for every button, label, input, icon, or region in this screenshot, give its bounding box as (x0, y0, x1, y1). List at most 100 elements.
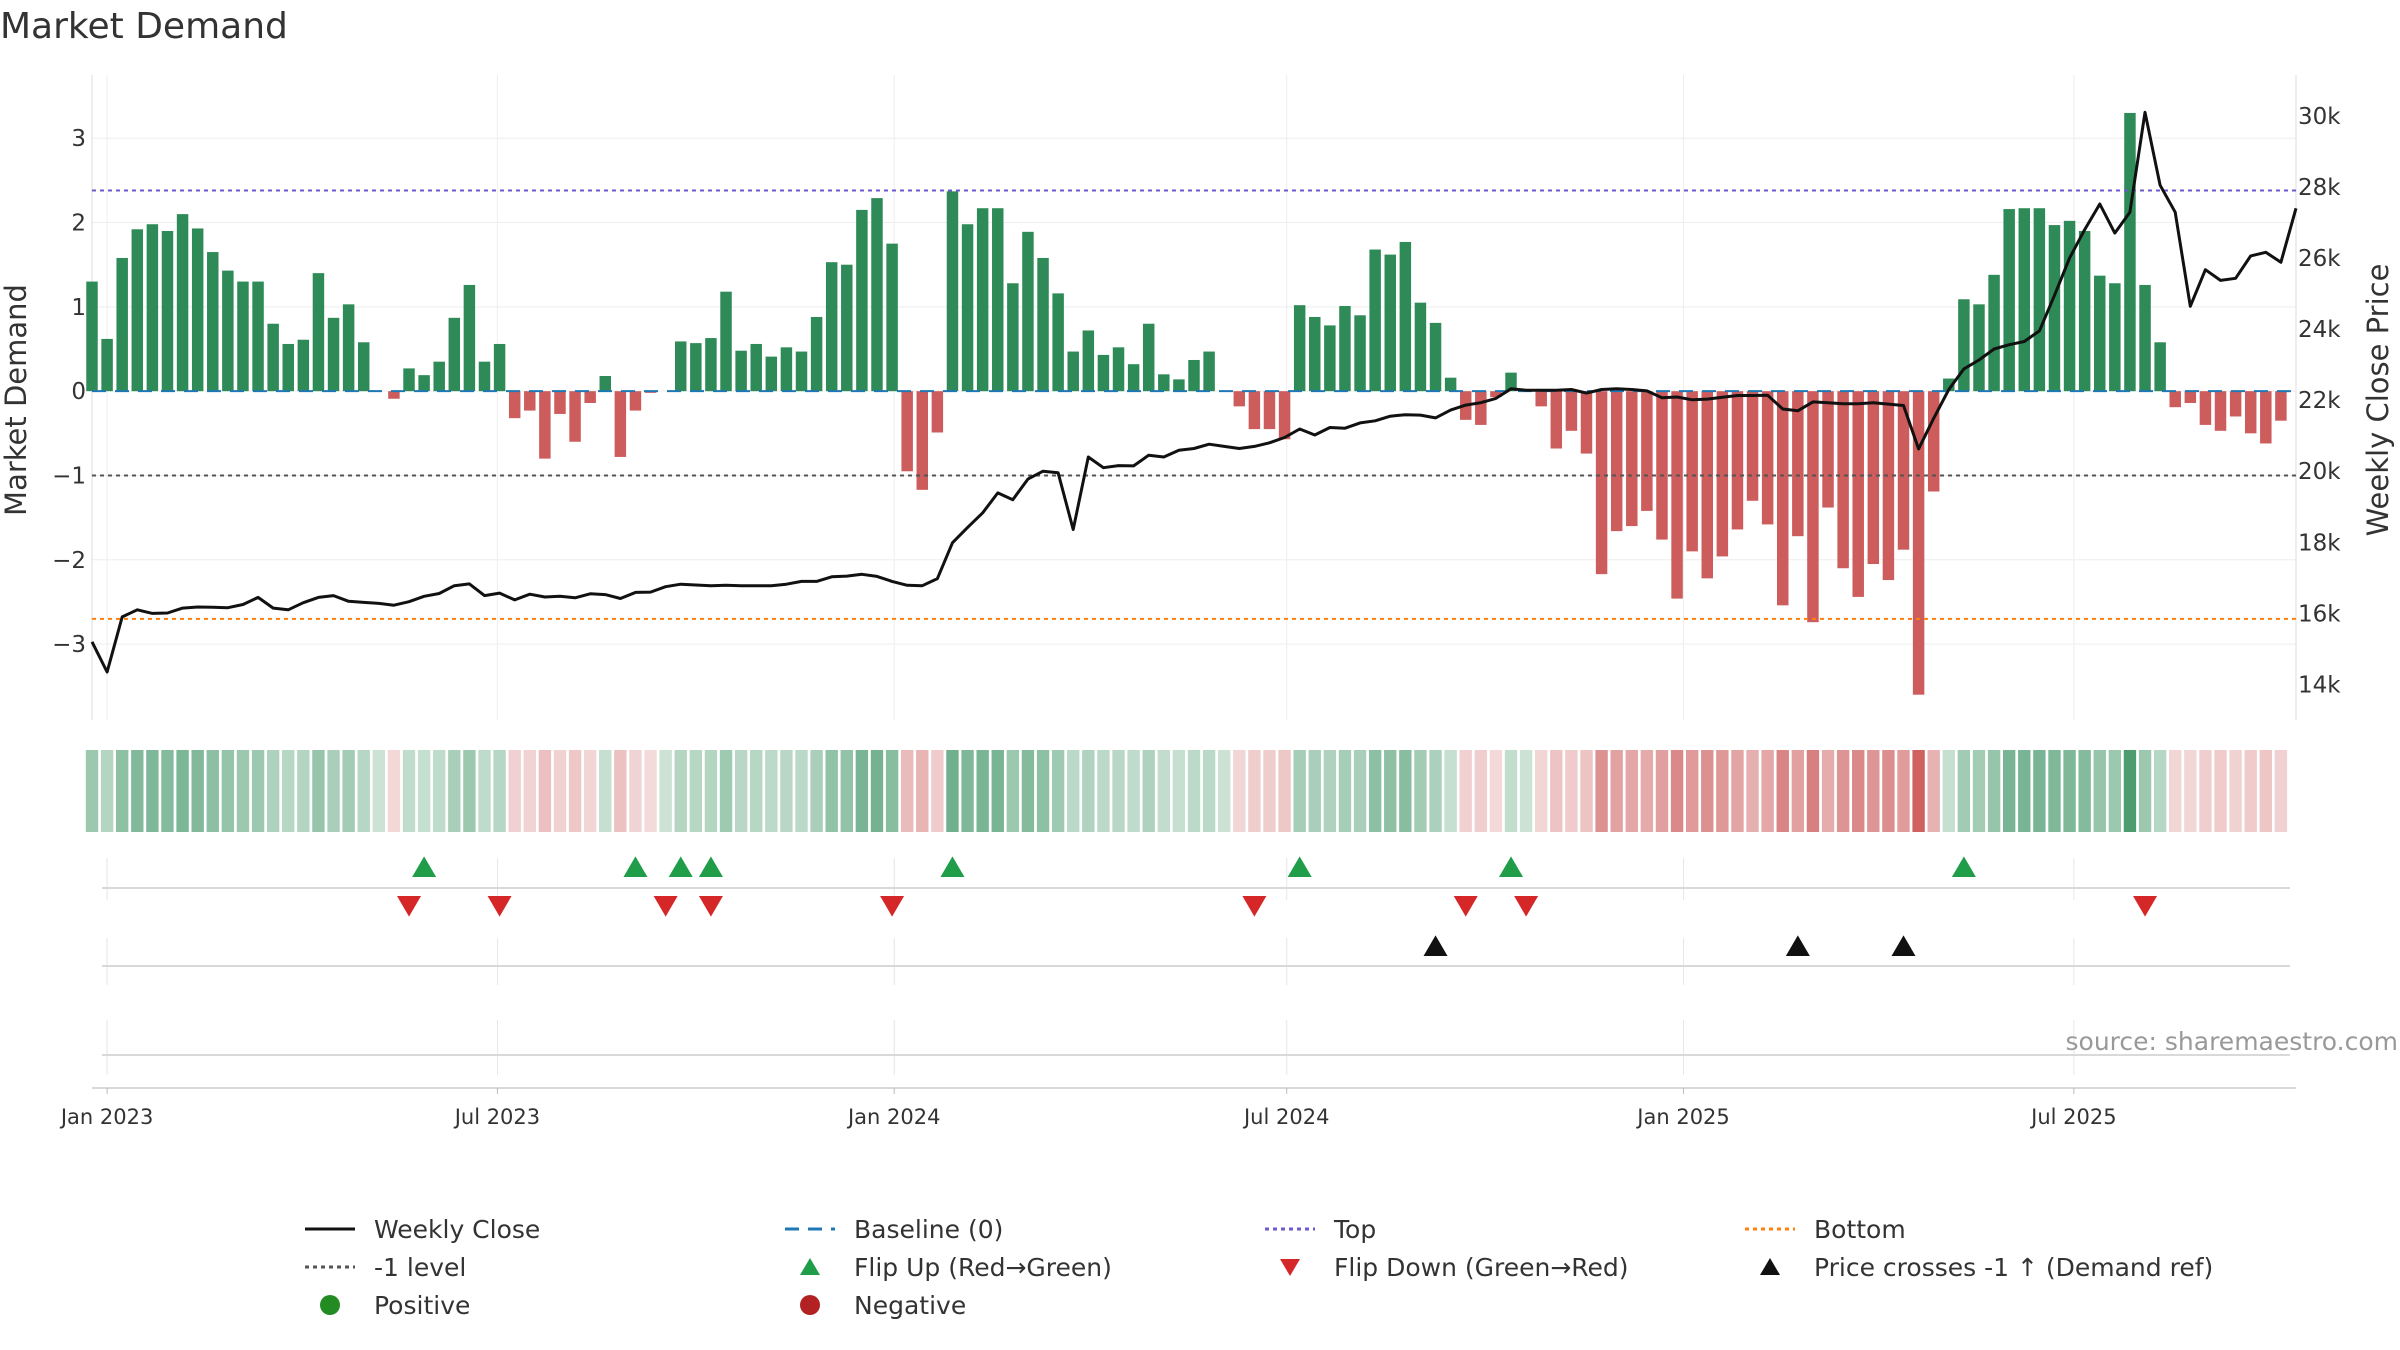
demand-bar-positive (720, 291, 732, 392)
heat-strip-cell (433, 750, 446, 832)
demand-bar-negative (1641, 391, 1653, 511)
heat-strip-cell (2033, 750, 2046, 832)
demand-bar-positive (1188, 359, 1200, 392)
demand-bar-positive (1082, 330, 1095, 392)
demand-bar-positive (448, 317, 461, 392)
demand-bar-positive (222, 270, 234, 392)
demand-bar-positive (493, 343, 506, 392)
legend-swatch-top (1265, 1227, 1315, 1231)
demand-bar-positive (297, 339, 310, 392)
demand-bar-negative (1761, 391, 1774, 525)
demand-bar-negative (916, 391, 929, 490)
heat-strip-cell (1248, 750, 1261, 832)
demand-bar-positive (780, 347, 793, 392)
heat-strip-cell (1504, 750, 1518, 832)
flip-down-marker (2133, 896, 2158, 917)
legend-label-bottom: Bottom (1814, 1214, 1906, 1244)
demand-bar-positive (1173, 379, 1185, 392)
legend-item-flip-up: Flip Up (Red→Green) (780, 1248, 1260, 1286)
demand-bar-positive (1203, 351, 1215, 392)
demand-bar-positive (599, 376, 611, 392)
demand-bar-positive (433, 361, 445, 392)
price-cross-marker (1423, 935, 1448, 956)
heat-strip-cell (946, 750, 959, 832)
legend-item-minus-one: -1 level (300, 1248, 780, 1286)
demand-bar-negative (1671, 391, 1683, 599)
flip-down-marker (1514, 896, 1539, 917)
heat-strip-cell (825, 750, 838, 832)
demand-bar-positive (357, 342, 370, 392)
demand-bar-positive (2109, 283, 2121, 392)
heat-strip-cell (795, 750, 808, 832)
demand-bar-positive (2124, 112, 2136, 392)
heat-strip-cell (206, 750, 219, 832)
demand-bar-positive (191, 228, 204, 392)
demand-bar-positive (116, 257, 128, 392)
heat-strip-cell (1972, 750, 1986, 832)
heat-strip-cell (478, 750, 491, 832)
demand-bar-positive (1943, 378, 1955, 392)
heat-strip-cell (1051, 750, 1065, 832)
demand-bar-negative (1837, 391, 1849, 569)
price-cross-marker (1891, 935, 1916, 956)
flip-up-marker (1499, 856, 1524, 877)
demand-bar-positive (176, 214, 189, 392)
flip-down-marker (487, 896, 512, 917)
demand-bar-positive (237, 281, 249, 392)
heat-strip-cell (1595, 750, 1608, 832)
demand-bar-negative (524, 391, 536, 411)
weekly-close-line (90, 110, 2298, 674)
demand-bar-negative (1897, 391, 1910, 550)
heat-strip-cell (704, 750, 718, 832)
heat-strip-cell (1082, 750, 1095, 832)
demand-bar-positive (841, 264, 853, 392)
legend-swatch-bottom (1745, 1227, 1795, 1231)
demand-bar-positive (327, 317, 340, 392)
heat-strip-cell (1172, 750, 1186, 832)
heat-strip-cell (1444, 750, 1457, 832)
demand-bar-positive (131, 229, 144, 392)
demand-bar-positive (2139, 284, 2151, 392)
heat-strip-cell (1670, 750, 1684, 832)
heat-strip-cell (991, 750, 1004, 832)
heat-strip-cell (161, 750, 174, 832)
heat-strip-cell (1308, 750, 1321, 832)
heat-strip-cell (1293, 750, 1306, 832)
heat-strip-cell (2169, 750, 2182, 832)
demand-bar-positive (1112, 347, 1125, 392)
heat-strip-cell (2138, 750, 2152, 832)
heat-strip-cell (236, 750, 250, 832)
heat-strip-cell (1897, 750, 1910, 832)
demand-bar-negative (2199, 391, 2212, 425)
heat-strip-cell (2002, 750, 2016, 832)
demand-bar-positive (1429, 322, 1442, 392)
y-tick-right-label: 14k (2298, 672, 2341, 698)
heat-strip-cell (2274, 750, 2288, 832)
heat-strip-cell (251, 750, 265, 832)
demand-bar-negative (1701, 391, 1713, 579)
heat-strip-cell (297, 750, 310, 832)
heat-strip-cell (1459, 750, 1472, 832)
legend-item-top: Top (1260, 1210, 1740, 1248)
heat-strip-cell (493, 750, 506, 832)
heat-strip-cell (1836, 750, 1850, 832)
heat-strip-cell (1338, 750, 1352, 832)
heat-strip-cell (1565, 750, 1578, 832)
demand-bar-negative (1535, 391, 1547, 407)
demand-bar-negative (388, 391, 400, 399)
demand-bar-positive (161, 230, 174, 392)
heat-strip-cell (1112, 750, 1125, 832)
heat-strip-cell (1550, 750, 1563, 832)
heat-strip-cell (2244, 750, 2257, 832)
flip-down-marker (698, 896, 723, 917)
heat-strip-cell (1097, 750, 1110, 832)
heat-strip-cell (1927, 750, 1940, 832)
flip-down-marker (397, 896, 422, 917)
heat-strip-cell (1912, 750, 1925, 832)
heat-strip-cell (1202, 750, 1216, 832)
flip-down-marker (1453, 896, 1478, 917)
heat-strip-cell (1278, 750, 1291, 832)
heat-strip-cell (100, 750, 114, 832)
demand-bar-positive (1339, 306, 1351, 392)
demand-bar-positive (1384, 254, 1396, 392)
